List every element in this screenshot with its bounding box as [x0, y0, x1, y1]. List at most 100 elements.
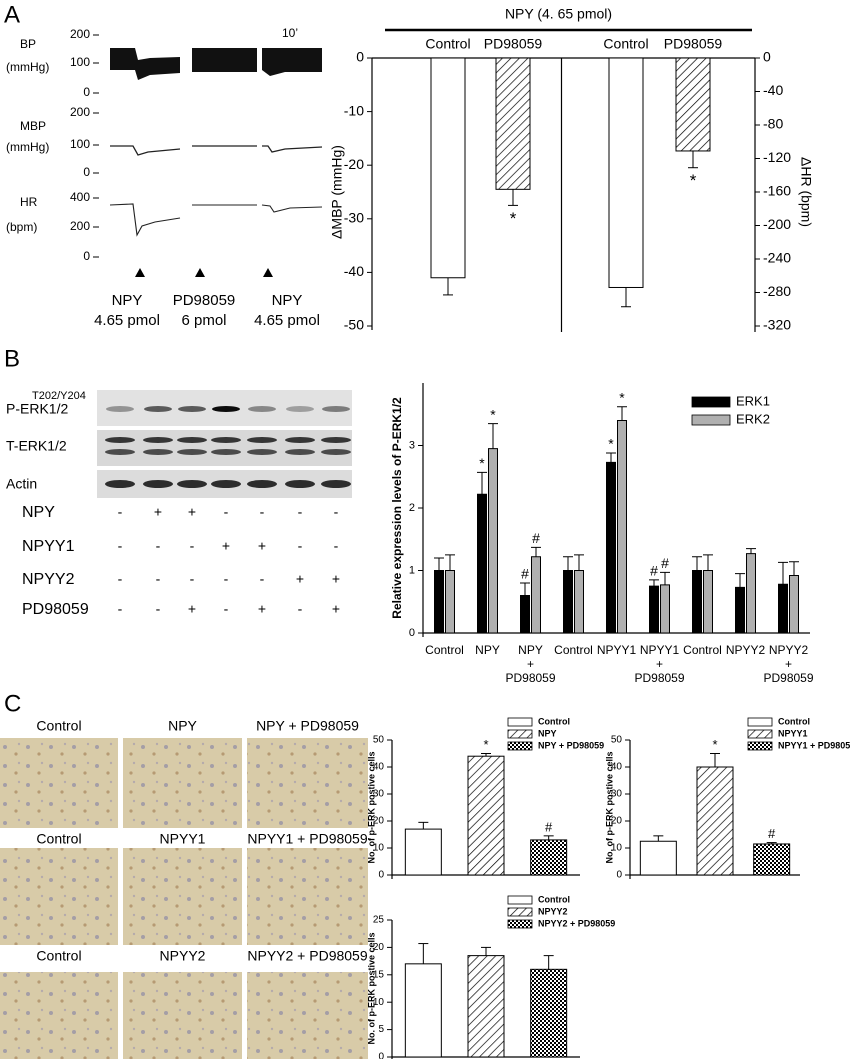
x-tick-label: Control	[683, 643, 722, 657]
y-tick-label: 10	[373, 843, 385, 854]
histology-label: NPYY1 + PD98059	[247, 831, 367, 847]
x-tick-label: Control	[425, 36, 470, 52]
trace-tick-label: 0	[83, 165, 90, 179]
blot-spot	[285, 449, 315, 455]
legend-label: NPY + PD98059	[538, 740, 604, 750]
x-tick-label: NPYY1	[596, 643, 637, 657]
bar	[778, 583, 788, 634]
y2-tick-label: -40	[763, 82, 783, 98]
blot-spot	[105, 437, 135, 443]
hr-trace	[109, 203, 323, 237]
legend-label: Control	[538, 894, 570, 904]
legend-swatch	[691, 414, 731, 426]
treatment-sign: -	[118, 571, 123, 587]
bar	[520, 595, 530, 634]
event-label: 4.65 pmol	[94, 312, 160, 329]
bar	[530, 839, 568, 876]
bar	[606, 461, 616, 634]
x-tick-label: NPY + PD98059	[505, 643, 556, 685]
treatment-sign: -	[224, 504, 229, 520]
y-tick-label: 40	[373, 762, 385, 773]
blot-spot	[105, 480, 135, 488]
panel-letter: B	[4, 345, 20, 372]
trace-tick-label: 200	[70, 219, 90, 233]
histology-label: NPY + PD98059	[256, 718, 359, 734]
blot-label: Actin	[6, 476, 37, 492]
treatment-sign: -	[156, 601, 161, 617]
blot-spot	[211, 449, 241, 455]
histology-label: Control	[36, 831, 81, 847]
legend-swatch	[507, 729, 533, 739]
event-label: 6 pmol	[181, 312, 226, 329]
histology-label: NPYY2 + PD98059	[247, 948, 367, 964]
trace-tick-label: 100	[70, 137, 90, 151]
treatment-sign: +	[296, 571, 304, 587]
trace-label: BP	[20, 37, 36, 51]
y2-tick-label: -80	[763, 116, 783, 132]
significance-label: #	[521, 566, 529, 582]
treatment-sign: -	[224, 571, 229, 587]
legend-swatch	[507, 907, 533, 917]
chart-title: NPY (4. 65 pmol)	[505, 6, 612, 22]
y-tick-label: 30	[611, 789, 623, 800]
treatment-sign: +	[222, 538, 230, 554]
trace-label: HR	[20, 195, 38, 209]
y-axis-label: No. of p-ERK postive cells	[366, 751, 376, 863]
y-tick-label: -10	[344, 102, 364, 118]
histology-image	[0, 848, 118, 945]
treatment-label: NPY	[22, 504, 55, 521]
bar	[531, 556, 541, 634]
legend-swatch	[691, 396, 731, 408]
blot-spot	[285, 480, 315, 488]
trace-tick-label: 200	[70, 105, 90, 119]
trace-unit: (mmHg)	[6, 60, 49, 74]
significance-label: *	[479, 455, 485, 471]
y2-tick-label: -120	[763, 149, 791, 165]
treatment-sign: -	[156, 571, 161, 587]
bar	[563, 570, 573, 634]
trace-tick-label: 200	[70, 27, 90, 41]
legend-swatch	[507, 717, 533, 727]
y-tick-label: 2	[409, 502, 415, 514]
bar	[477, 493, 487, 634]
significance-label: *	[490, 406, 496, 422]
x-tick-label: NPY	[475, 643, 500, 657]
y-tick-label: -30	[344, 210, 364, 226]
treatment-sign: -	[260, 571, 265, 587]
bar	[445, 570, 455, 634]
legend-swatch	[507, 741, 533, 751]
time-note: 10’	[282, 26, 298, 40]
panel-letter: A	[4, 1, 20, 28]
bar	[617, 420, 627, 634]
y2-tick-label: -280	[763, 283, 791, 299]
blot-spot	[143, 480, 173, 488]
bar	[639, 840, 677, 876]
significance-label: #	[768, 826, 776, 841]
event-label: NPY	[272, 292, 303, 309]
bar	[660, 584, 670, 634]
bar	[404, 828, 442, 876]
x-tick-label: NPYY2	[725, 643, 766, 657]
bar	[608, 57, 644, 288]
y-tick-label: 15	[373, 969, 385, 980]
treatment-sign: -	[118, 538, 123, 554]
significance-label: *	[619, 389, 625, 405]
legend-label: NPYY1 + PD98059	[778, 740, 850, 750]
bar	[703, 570, 713, 634]
blot-spot	[144, 406, 172, 412]
bar	[488, 448, 498, 634]
bar	[530, 968, 568, 1058]
treatment-sign: -	[118, 504, 123, 520]
blot-band	[97, 430, 352, 466]
blot-spot	[248, 406, 276, 412]
y2-tick-label: -200	[763, 216, 791, 232]
panel-letter: C	[4, 690, 21, 717]
trace-tick-label: 0	[83, 249, 90, 263]
treatment-label: NPYY1	[22, 538, 75, 555]
treatment-sign: -	[190, 571, 195, 587]
treatment-sign: -	[334, 504, 339, 520]
treatment-label: PD98059	[22, 601, 89, 618]
bar	[434, 570, 444, 634]
